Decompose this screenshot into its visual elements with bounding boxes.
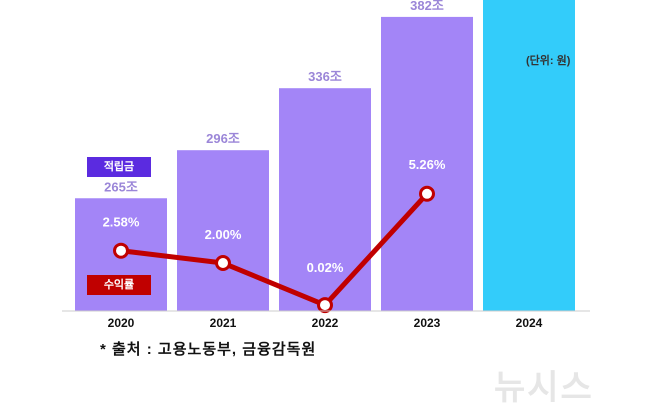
return-point-2023 <box>419 185 435 202</box>
x-tick-2020: 2020 <box>108 316 135 330</box>
source-note: * 출처 : 고용노동부, 금융감독원 <box>100 341 317 358</box>
x-tick-2024: 2024 <box>516 316 543 330</box>
bar-label-2020: 265조 <box>104 179 138 194</box>
legend-return: 수익률 <box>87 275 151 295</box>
return-point-2022 <box>317 297 333 314</box>
return-label-2020: 2.58% <box>103 215 140 230</box>
return-point-2021 <box>215 255 231 272</box>
x-tick-2022: 2022 <box>312 316 339 330</box>
return-rate-line <box>120 192 429 308</box>
bar-2024 <box>483 0 575 311</box>
return-label-2022: 0.02% <box>307 260 344 275</box>
return-label-2021: 2.00% <box>205 227 242 242</box>
x-tick-2023: 2023 <box>414 316 441 330</box>
bar-label-2021: 296조 <box>206 131 240 146</box>
bar-label-2022: 336조 <box>308 69 342 84</box>
watermark-logo: 뉴시스 <box>494 369 594 407</box>
legend-fund: 적립금 <box>87 157 151 177</box>
bar-2021 <box>177 150 269 311</box>
x-tick-2021: 2021 <box>210 316 237 330</box>
bar-2022 <box>279 88 371 311</box>
bar-label-2023: 382조 <box>410 0 444 13</box>
return-point-2020 <box>113 242 129 259</box>
return-label-2023: 5.26% <box>409 157 446 172</box>
unit-label: (단위: 원) <box>526 55 571 67</box>
bar-2023 <box>381 16 473 312</box>
